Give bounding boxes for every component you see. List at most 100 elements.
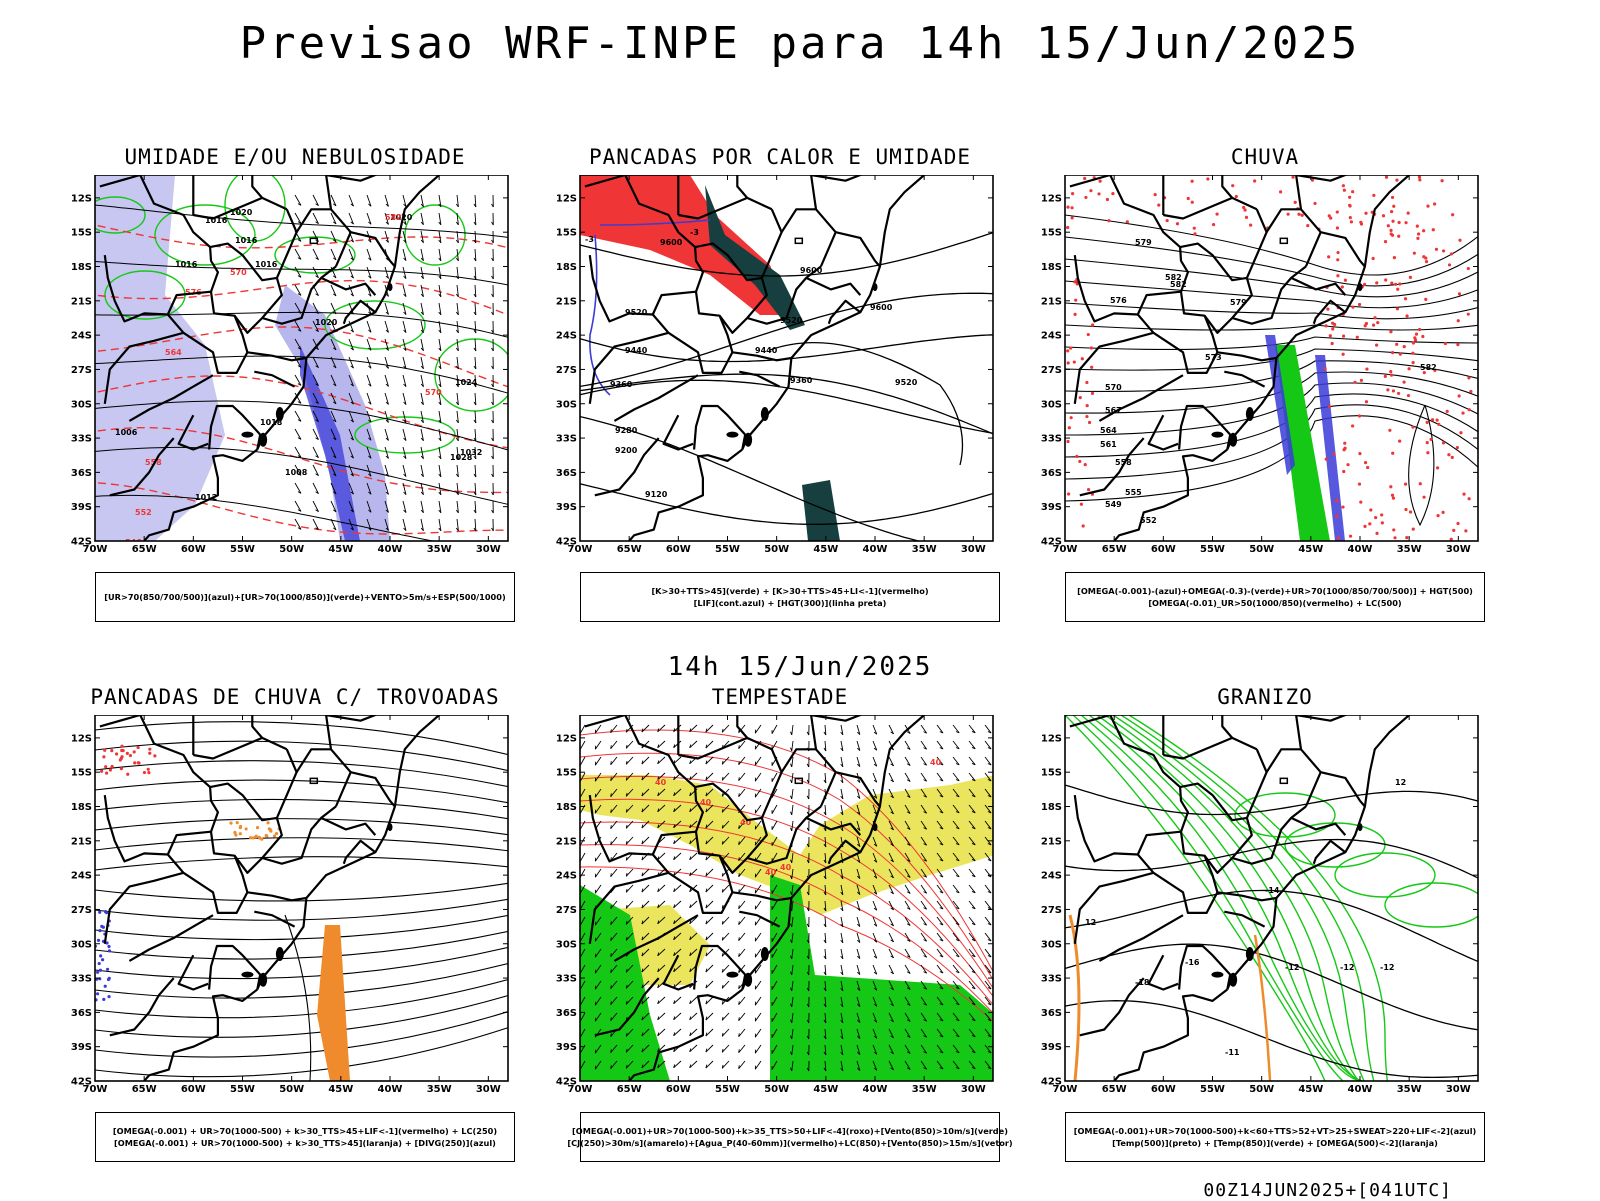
rh-low-contour — [405, 205, 465, 265]
contour-label: 570 — [1105, 383, 1122, 392]
lake — [1358, 823, 1363, 831]
streamline — [285, 915, 311, 1081]
storm-red-dots — [100, 745, 156, 776]
streamline — [1409, 405, 1434, 525]
lat-tick-label: 12S — [556, 733, 577, 744]
lon-tick-label: 30W — [961, 544, 986, 555]
border-line — [1099, 915, 1183, 961]
streamline — [95, 819, 510, 835]
lagoon — [241, 432, 253, 438]
lagoon — [276, 947, 284, 961]
lat-tick-label: 39S — [556, 1042, 577, 1053]
lon-tick-label: 70W — [83, 544, 108, 555]
contour-label: 9280 — [615, 426, 638, 435]
lat-tick-label: 39S — [556, 502, 577, 513]
border-line — [1321, 232, 1365, 266]
lat-tick-label: 27S — [71, 365, 92, 376]
lat-tick-label: 15S — [556, 768, 577, 779]
contour-label: 564 — [1100, 426, 1117, 435]
streamline — [95, 1027, 510, 1077]
lon-tick-label: 35W — [1397, 1084, 1422, 1095]
lagoon — [1229, 973, 1237, 987]
geo-borders — [100, 715, 439, 1081]
temp850-contour — [1335, 853, 1435, 897]
temp850-contour — [1097, 715, 1397, 1088]
contour-label: 1008 — [285, 468, 308, 477]
contour-label: 9520 — [895, 378, 918, 387]
panel-title: GRANIZO — [1025, 685, 1505, 709]
border-line — [1075, 333, 1154, 404]
lat-tick-label: 36S — [556, 468, 577, 479]
lon-tick-label: 40W — [863, 544, 888, 555]
lon-tick-label: 60W — [181, 1084, 206, 1095]
contour-label: 9200 — [615, 446, 638, 455]
lon-tick-label: 40W — [378, 1084, 403, 1095]
lon-tick-label: 55W — [715, 1084, 740, 1095]
lat-tick-label: 12S — [71, 193, 92, 204]
panel-title: PANCADAS POR CALOR E UMIDADE — [540, 145, 1020, 169]
border-line — [811, 175, 890, 181]
lat-tick-label: 33S — [1041, 434, 1062, 445]
lat-tick-label: 24S — [556, 331, 577, 342]
lon-tick-label: 35W — [427, 1084, 452, 1095]
streamline — [95, 722, 510, 755]
legend-line: [OMEGA(-0.001) + UR>70(1000-500) + k>30_… — [114, 1137, 496, 1149]
lat-tick-label: 33S — [1041, 974, 1062, 985]
lon-tick-label: 35W — [912, 544, 937, 555]
lon-tick-label: 35W — [427, 544, 452, 555]
lon-tick-label: 60W — [666, 544, 691, 555]
contour-label: 555 — [1125, 488, 1142, 497]
border-line — [110, 978, 174, 1035]
lagoon — [241, 972, 253, 978]
border-line — [326, 715, 405, 721]
legend-line: [OMEGA(-0.001) + UR>70(1000-500) + k>30_… — [113, 1125, 497, 1137]
legend-line: [OMEGA(-0.01)_UR>50(1000/850)(vermelho) … — [1148, 597, 1401, 609]
border-line — [1179, 406, 1230, 450]
lagoon — [276, 407, 284, 421]
streamline — [1065, 259, 1480, 297]
lagoon — [1246, 947, 1254, 961]
panel-legend: [OMEGA(-0.001)+UR>70(1000-500)+k>35_TTS>… — [580, 1112, 1000, 1162]
lagoon — [1211, 972, 1223, 978]
contour-label: 9600 — [870, 303, 893, 312]
lon-tick-label: 55W — [230, 1084, 255, 1095]
temp500-contour — [1055, 782, 1487, 815]
lake — [1358, 283, 1363, 291]
lat-tick-label: 21S — [556, 836, 577, 847]
lat-tick-label: 15S — [71, 228, 92, 239]
contour-label: -3 — [690, 228, 699, 237]
border-line — [1224, 372, 1264, 387]
lagoon — [259, 973, 267, 987]
lat-tick-label: 15S — [1041, 768, 1062, 779]
lat-tick-label: 30S — [71, 939, 92, 950]
lat-tick-label: 12S — [556, 193, 577, 204]
lat-tick-label: 36S — [556, 1008, 577, 1019]
lon-tick-label: 65W — [1102, 1084, 1127, 1095]
lagoon — [744, 433, 752, 447]
streamline — [95, 899, 510, 920]
border-line — [811, 175, 836, 267]
contour-label: 549 — [1105, 500, 1122, 509]
lat-tick-label: 27S — [556, 905, 577, 916]
lat-tick-label: 30S — [1041, 399, 1062, 410]
contour-label: 9440 — [755, 346, 778, 355]
rain-red-dots — [1066, 176, 1096, 527]
lagoon — [1229, 433, 1237, 447]
contour-label: 582 — [1165, 273, 1182, 282]
border-line — [1163, 738, 1257, 759]
contour-label: -12 — [1380, 963, 1394, 972]
lon-tick-label: 60W — [1151, 544, 1176, 555]
border-line — [326, 175, 351, 267]
lat-tick-label: 18S — [1041, 802, 1062, 813]
contour-label: 9360 — [610, 380, 633, 389]
lon-tick-label: 30W — [1446, 1084, 1471, 1095]
border-line — [664, 415, 694, 449]
border-line — [1291, 818, 1345, 835]
border-line — [782, 749, 816, 772]
streamline — [95, 963, 510, 998]
border-line — [210, 749, 297, 820]
geo-borders — [1070, 715, 1409, 1081]
